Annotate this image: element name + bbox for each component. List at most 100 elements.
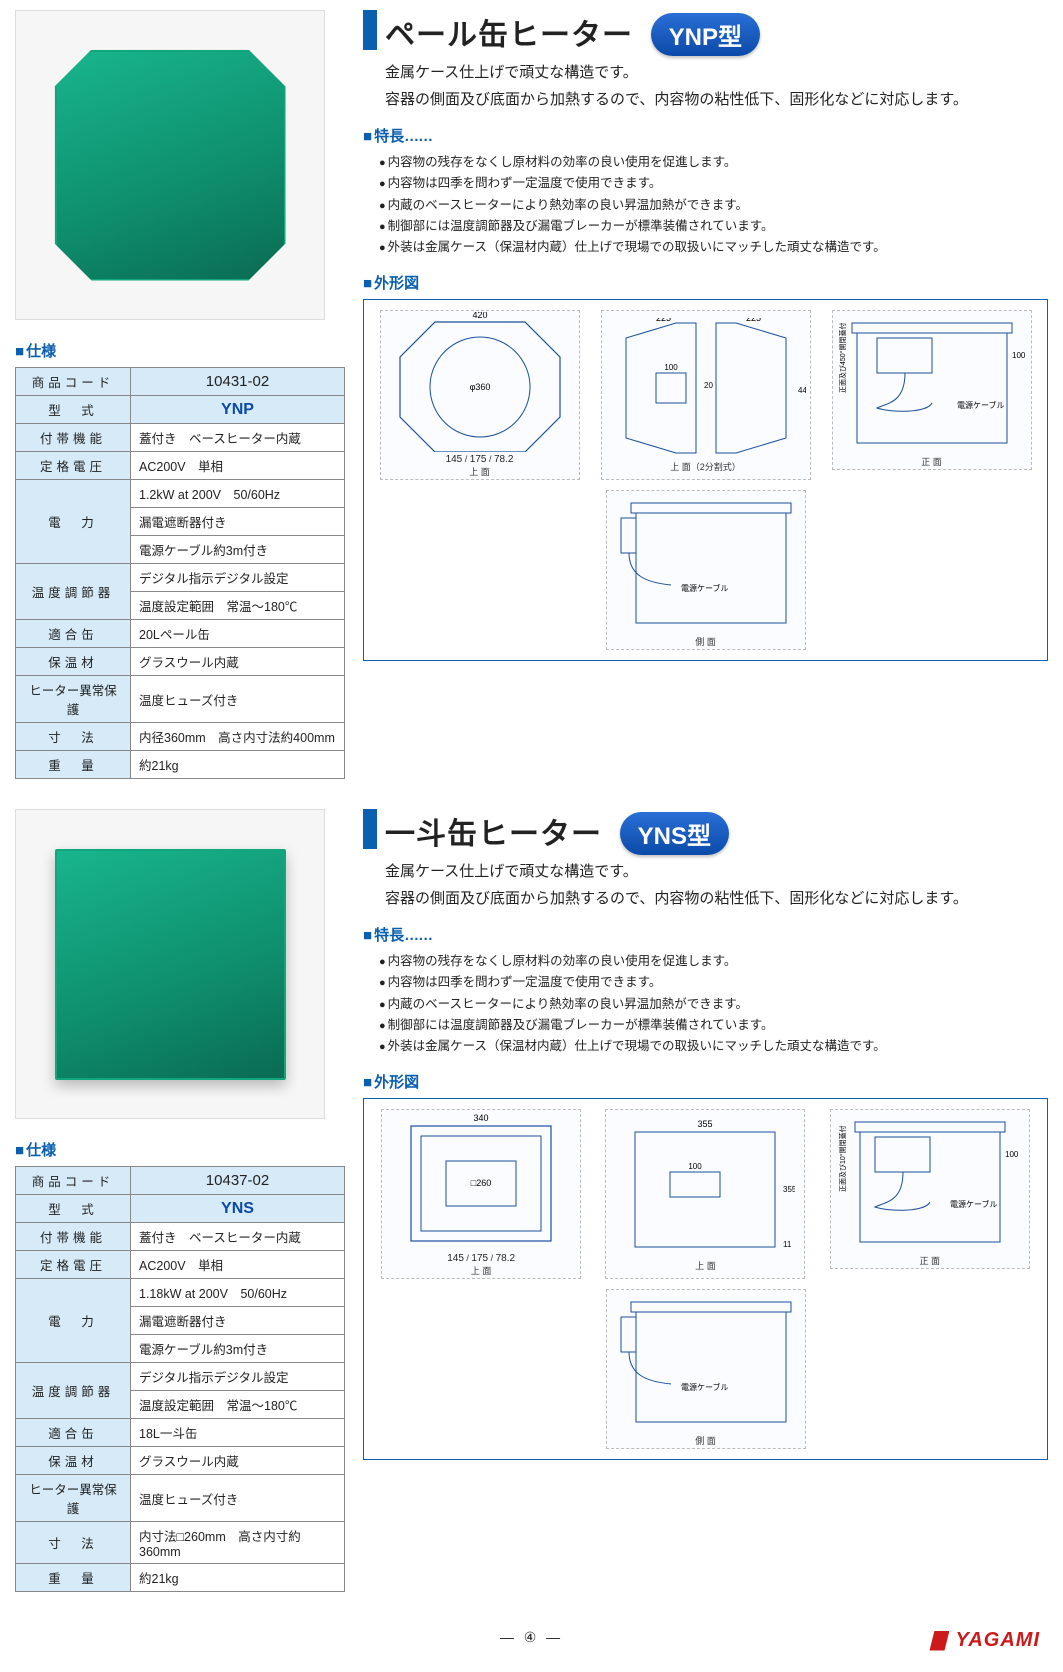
model-badge: YNP型	[651, 13, 760, 56]
spec-power2: 漏電遮断器付き	[131, 508, 345, 536]
subtitle1: 金属ケース仕上げで頑丈な構造です。	[385, 62, 1048, 85]
spec-can: 20Lペール缶	[131, 620, 345, 648]
page-footer: — ④ — YAGAMI	[15, 1622, 1048, 1652]
drawing-side: 電源ケーブル 側 面	[606, 1289, 806, 1449]
spec-power-label: 電 力	[16, 1279, 131, 1363]
spec-prot: 温度ヒューズ付き	[131, 676, 345, 723]
spec-power3: 電源ケーブル約3m付き	[131, 1335, 345, 1363]
spec-power1: 1.2kW at 200V 50/60Hz	[131, 480, 345, 508]
spec-temp2: 温度設定範囲 常温～180℃	[131, 592, 345, 620]
spec-header: 仕様	[15, 340, 345, 361]
feature-item: 内蔵のベースヒーターにより熱効率の良い昇温加熱ができます。	[379, 994, 1048, 1015]
spec-prot: 温度ヒューズ付き	[131, 1475, 345, 1522]
spec-prot-label: ヒーター異常保護	[16, 676, 131, 723]
drawing-lid: 225 225 20 440 100 上 面（2分割式）	[601, 310, 811, 480]
drawing-top: □260 340 145 / 175 / 78.2上 面	[381, 1109, 581, 1279]
svg-text:100: 100	[1012, 351, 1026, 360]
subtitle2: 容器の側面及び底面から加熱するので、内容物の粘性低下、固形化などに対応します。	[385, 888, 1048, 911]
svg-text:11: 11	[783, 1240, 792, 1249]
title-block: 一斗缶ヒーター YNS型	[363, 809, 1048, 855]
spec-volt-label: 定格電圧	[16, 1251, 131, 1279]
product-title: 一斗缶ヒーター	[385, 818, 602, 851]
svg-text:電源ケーブル: 電源ケーブル	[681, 583, 729, 593]
svg-text:340: 340	[474, 1113, 489, 1123]
spec-code: 10431-02	[131, 368, 345, 396]
product-ynp: 仕様 商品コード10431-02 型 式YNP 付帯機能蓋付き ベースヒーター内…	[15, 10, 1048, 779]
svg-text:□260: □260	[471, 1178, 491, 1188]
svg-text:355: 355	[698, 1119, 713, 1129]
feature-item: 外装は金属ケース（保温材内蔵）仕上げで現場での取扱いにマッチした頑丈な構造です。	[379, 1036, 1048, 1057]
spec-volt: AC200V 単相	[131, 1251, 345, 1279]
spec-func-label: 付帯機能	[16, 424, 131, 452]
spec-code-label: 商品コード	[16, 1167, 131, 1195]
product-photo-yns	[15, 809, 325, 1119]
spec-temp1: デジタル指示デジタル設定	[131, 564, 345, 592]
spec-temp-label: 温度調節器	[16, 1363, 131, 1419]
brand-text: YAGAMI	[955, 1629, 1040, 1652]
spec-temp-label: 温度調節器	[16, 564, 131, 620]
features-header: 特長	[363, 924, 1048, 945]
features-list: 内容物の残存をなくし原材料の効率の良い使用を促進します。 内容物は四季を問わず一…	[379, 951, 1048, 1057]
spec-power2: 漏電遮断器付き	[131, 1307, 345, 1335]
svg-text:正面及び450°開閉蓋付: 正面及び450°開閉蓋付	[838, 322, 847, 392]
title-block: ペール缶ヒーター YNP型	[363, 10, 1048, 56]
brand-mark-icon	[929, 1631, 949, 1651]
svg-text:225: 225	[746, 318, 761, 323]
svg-text:420: 420	[472, 312, 487, 320]
drawing-lid: 355 355 100 11 上 面	[605, 1109, 805, 1279]
feature-item: 内容物は四季を問わず一定温度で使用できます。	[379, 972, 1048, 993]
spec-wt: 約21kg	[131, 1564, 345, 1592]
outline-box: □260 340 145 / 175 / 78.2上 面 355 355 100…	[363, 1098, 1048, 1460]
spec-temp2: 温度設定範囲 常温～180℃	[131, 1391, 345, 1419]
svg-text:225: 225	[656, 318, 671, 323]
spec-temp1: デジタル指示デジタル設定	[131, 1363, 345, 1391]
spec-power1: 1.18kW at 200V 50/60Hz	[131, 1279, 345, 1307]
spec-model-label: 型 式	[16, 1195, 131, 1223]
spec-func-label: 付帯機能	[16, 1223, 131, 1251]
spec-func: 蓋付き ベースヒーター内蔵	[131, 424, 345, 452]
feature-item: 内容物の残存をなくし原材料の効率の良い使用を促進します。	[379, 152, 1048, 173]
svg-text:正面及び10°開閉蓋付: 正面及び10°開閉蓋付	[838, 1125, 847, 1192]
svg-text:電源ケーブル: 電源ケーブル	[950, 1199, 998, 1209]
spec-wt: 約21kg	[131, 751, 345, 779]
drawing-top: φ360 420 145 / 175 / 78.2上 面	[380, 310, 580, 480]
svg-text:100: 100	[1005, 1150, 1019, 1159]
feature-item: 制御部には温度調節器及び漏電ブレーカーが標準装備されています。	[379, 1015, 1048, 1036]
model-badge: YNS型	[620, 812, 729, 855]
spec-volt: AC200V 単相	[131, 452, 345, 480]
spec-model-label: 型 式	[16, 396, 131, 424]
spec-model: YNS	[131, 1195, 345, 1223]
svg-text:100: 100	[689, 1162, 703, 1171]
svg-text:100: 100	[664, 363, 678, 372]
spec-volt-label: 定格電圧	[16, 452, 131, 480]
svg-text:電源ケーブル: 電源ケーブル	[681, 1382, 729, 1392]
feature-item: 制御部には温度調節器及び漏電ブレーカーが標準装備されています。	[379, 216, 1048, 237]
page-number: — ④ —	[500, 1629, 563, 1646]
brand-logo: YAGAMI	[929, 1629, 1040, 1652]
product-title: ペール缶ヒーター	[385, 19, 633, 52]
spec-model: YNP	[131, 396, 345, 424]
subtitle1: 金属ケース仕上げで頑丈な構造です。	[385, 861, 1048, 884]
feature-item: 外装は金属ケース（保温材内蔵）仕上げで現場での取扱いにマッチした頑丈な構造です。	[379, 237, 1048, 258]
svg-text:電源ケーブル: 電源ケーブル	[957, 400, 1005, 410]
spec-wt-label: 重 量	[16, 1564, 131, 1592]
feature-item: 内容物は四季を問わず一定温度で使用できます。	[379, 173, 1048, 194]
drawing-side: 電源ケーブル 側 面	[606, 490, 806, 650]
svg-text:355: 355	[783, 1185, 795, 1194]
spec-dim: 内径360mm 高さ内寸法約400mm	[131, 723, 345, 751]
svg-text:20: 20	[704, 381, 713, 390]
drawing-front: 電源ケーブル 100 正面及び10°開閉蓋付 正 面	[830, 1109, 1030, 1269]
outline-box: φ360 420 145 / 175 / 78.2上 面 225 225 20 …	[363, 299, 1048, 661]
spec-ins: グラスウール内蔵	[131, 648, 345, 676]
feature-item: 内容物の残存をなくし原材料の効率の良い使用を促進します。	[379, 951, 1048, 972]
spec-prot-label: ヒーター異常保護	[16, 1475, 131, 1522]
title-bar-icon	[363, 10, 377, 50]
spec-ins-label: 保温材	[16, 1447, 131, 1475]
spec-ins-label: 保温材	[16, 648, 131, 676]
product-photo-ynp	[15, 10, 325, 320]
spec-wt-label: 重 量	[16, 751, 131, 779]
spec-can-label: 適合缶	[16, 1419, 131, 1447]
spec-dim-label: 寸 法	[16, 1522, 131, 1564]
svg-text:φ360: φ360	[469, 382, 490, 392]
spec-func: 蓋付き ベースヒーター内蔵	[131, 1223, 345, 1251]
